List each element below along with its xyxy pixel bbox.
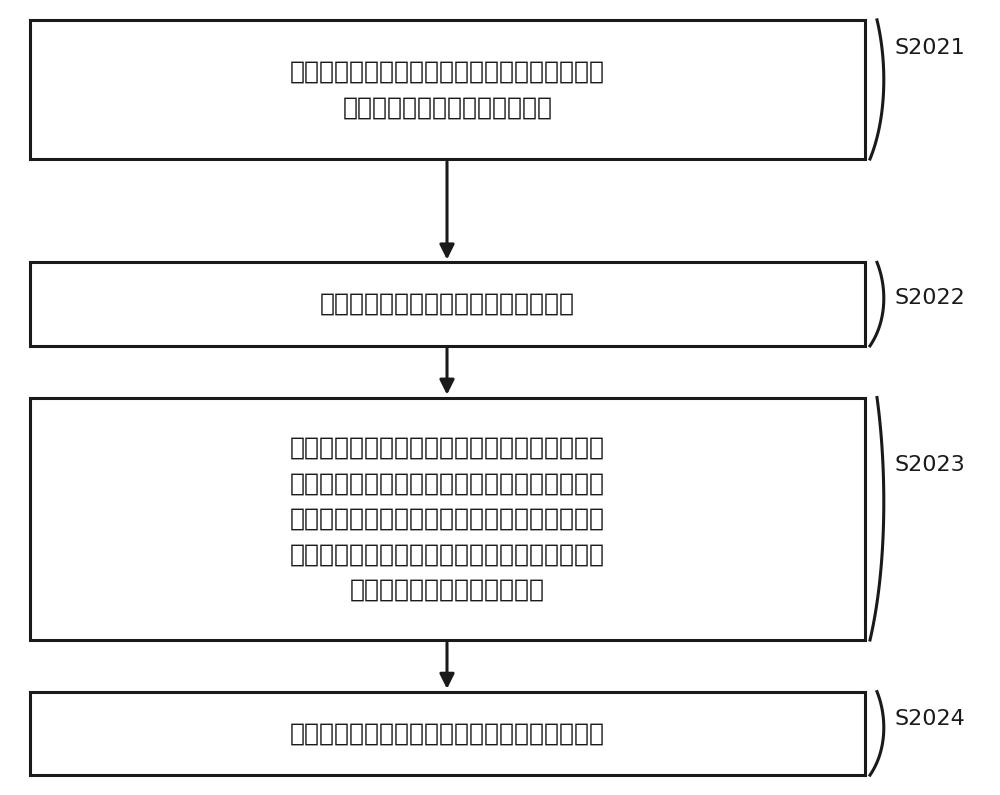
Bar [30, 692, 865, 775]
Bar [30, 262, 865, 346]
Text: S2022: S2022 [895, 288, 966, 308]
Text: 根据幅值增速确定最大幅值增速对应的回波信号
的第一幅值，并将最大幅值增速对应的回波信号
的位置确定为初始起点位置，以及确定最大幅值
增速对应的回波信号按照时间顺: 根据幅值增速确定最大幅值增速对应的回波信号 的第一幅值，并将最大幅值增速对应的回… [290, 436, 605, 602]
Text: S2023: S2023 [895, 455, 966, 475]
Text: 根据各幅值确定各回波信号的幅值增速: 根据各幅值确定各回波信号的幅值增速 [320, 292, 575, 316]
Bar [30, 398, 865, 640]
Text: S2024: S2024 [895, 709, 966, 730]
Text: 按照脉冲测量信号中各回波信号的时间顺序依次
确定设定数量的回波信号的幅值: 按照脉冲测量信号中各回波信号的时间顺序依次 确定设定数量的回波信号的幅值 [290, 60, 605, 119]
Text: 根据第一幅值和第二幅值的平均值确定电压阈值: 根据第一幅值和第二幅值的平均值确定电压阈值 [290, 721, 605, 746]
Text: S2021: S2021 [895, 37, 966, 58]
Bar [30, 20, 865, 159]
